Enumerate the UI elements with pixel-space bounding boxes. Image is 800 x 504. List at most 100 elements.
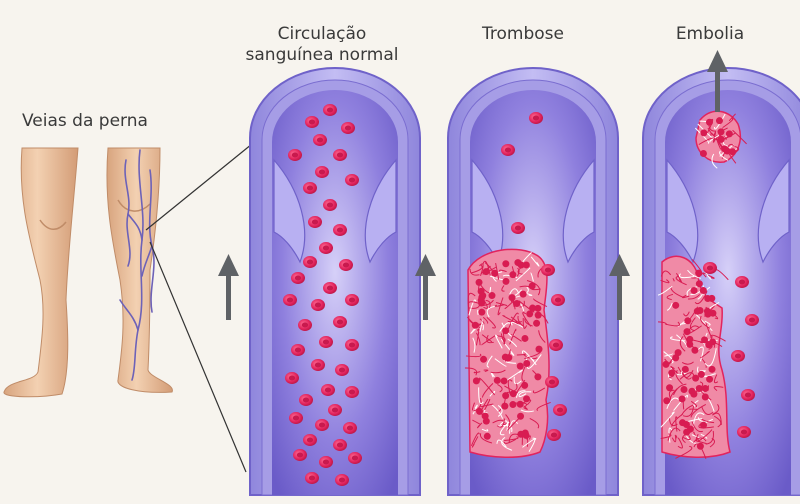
red-blood-cell-center: [309, 476, 315, 481]
trapped-cell: [709, 366, 716, 373]
trapped-cell: [696, 280, 703, 287]
trapped-cell: [501, 403, 508, 410]
trapped-cell: [706, 119, 713, 126]
trapped-cell: [663, 397, 670, 404]
up-arrow-icon: [218, 254, 239, 320]
trapped-cell: [702, 393, 709, 400]
trapped-cell: [694, 308, 701, 315]
trapped-cell: [686, 336, 693, 343]
normal-circulation-label: Circulação sanguínea normal: [232, 24, 412, 66]
trapped-cell: [523, 395, 530, 402]
vessel-embolism: [643, 68, 800, 495]
red-blood-cell-center: [302, 323, 308, 328]
trapped-cell: [704, 311, 711, 318]
trapped-cell: [672, 302, 679, 309]
trapped-cell: [721, 145, 728, 152]
red-blood-cell-center: [337, 228, 343, 233]
trapped-cell: [698, 371, 705, 378]
trapped-cell: [510, 390, 517, 397]
trapped-cell: [509, 401, 516, 408]
trapped-cell: [521, 382, 528, 389]
trapped-cell: [529, 283, 536, 290]
red-blood-cell-center: [505, 148, 511, 153]
trapped-cell: [534, 373, 541, 380]
red-blood-cell-center: [339, 368, 345, 373]
red-blood-cell-center: [549, 380, 555, 385]
trapped-cell: [679, 395, 686, 402]
trapped-cell: [488, 292, 495, 299]
zoom-line-top: [146, 144, 252, 230]
trapped-cell: [668, 369, 675, 376]
trapped-cell: [691, 347, 698, 354]
trapped-cell: [476, 279, 483, 286]
red-blood-cell-center: [289, 376, 295, 381]
leg-front: [4, 148, 78, 397]
trapped-cell: [522, 430, 529, 437]
trapped-cell: [535, 312, 542, 319]
trapped-cell: [695, 270, 702, 277]
trapped-cell: [536, 346, 543, 353]
trapped-cell: [704, 295, 711, 302]
trapped-cell: [533, 320, 540, 327]
red-blood-cell-center: [307, 186, 313, 191]
red-blood-cell-center: [295, 276, 301, 281]
trapped-cell: [502, 260, 509, 267]
red-blood-cell-center: [553, 343, 559, 348]
red-blood-cell-center: [323, 246, 329, 251]
red-blood-cell-center: [739, 280, 745, 285]
trapped-cell: [472, 322, 479, 329]
trapped-cell: [706, 376, 713, 383]
trapped-cell: [718, 128, 725, 135]
red-blood-cell-center: [345, 126, 351, 131]
trapped-cell: [700, 150, 707, 157]
trapped-cell: [520, 291, 527, 298]
trapped-cell: [521, 335, 528, 342]
red-blood-cell-center: [309, 120, 315, 125]
red-blood-cell-center: [349, 298, 355, 303]
red-blood-cell-center: [293, 416, 299, 421]
trapped-cell: [729, 148, 736, 155]
red-blood-cell-center: [319, 170, 325, 175]
red-blood-cell-center: [319, 423, 325, 428]
trapped-cell: [691, 287, 698, 294]
red-blood-cell-center: [515, 226, 521, 231]
trapped-cell: [682, 366, 689, 373]
red-blood-cell-center: [337, 443, 343, 448]
red-blood-cell-center: [332, 408, 338, 413]
red-blood-cell-center: [349, 178, 355, 183]
fibrin-strand: [689, 409, 697, 410]
red-blood-cell-center: [297, 453, 303, 458]
red-blood-cell-center: [343, 263, 349, 268]
trapped-cell: [681, 386, 688, 393]
red-blood-cell-center: [347, 426, 353, 431]
trapped-cell: [697, 443, 704, 450]
red-blood-cell-center: [337, 153, 343, 158]
red-blood-cell-center: [349, 390, 355, 395]
trapped-cell: [502, 327, 509, 334]
trapped-cell: [688, 388, 695, 395]
embolism-label: Embolia: [655, 24, 765, 45]
red-blood-cell-center: [327, 203, 333, 208]
red-blood-cell-center: [317, 138, 323, 143]
red-blood-cell-center: [307, 260, 313, 265]
vessel-thrombosis: [448, 68, 618, 495]
zoom-line-bottom: [150, 242, 246, 472]
normal-label-line-2: sanguínea normal: [232, 45, 412, 66]
legs-label: Veias da perna: [22, 111, 148, 132]
red-blood-cell-center: [327, 108, 333, 113]
red-blood-cell-center: [339, 478, 345, 483]
trapped-cell: [491, 270, 498, 277]
trapped-cell: [675, 349, 682, 356]
trapped-cell: [700, 129, 707, 136]
red-blood-cell-center: [315, 363, 321, 368]
red-blood-cell-center: [337, 320, 343, 325]
normal-label-line-1: Circulação: [232, 24, 412, 45]
trapped-cell: [517, 363, 524, 370]
trapped-cell: [483, 418, 490, 425]
trapped-cell: [476, 408, 483, 415]
red-blood-cell-center: [325, 388, 331, 393]
trapped-cell: [718, 136, 725, 143]
thrombosis-label: Trombose: [458, 24, 588, 45]
red-blood-cell-center: [707, 266, 713, 271]
